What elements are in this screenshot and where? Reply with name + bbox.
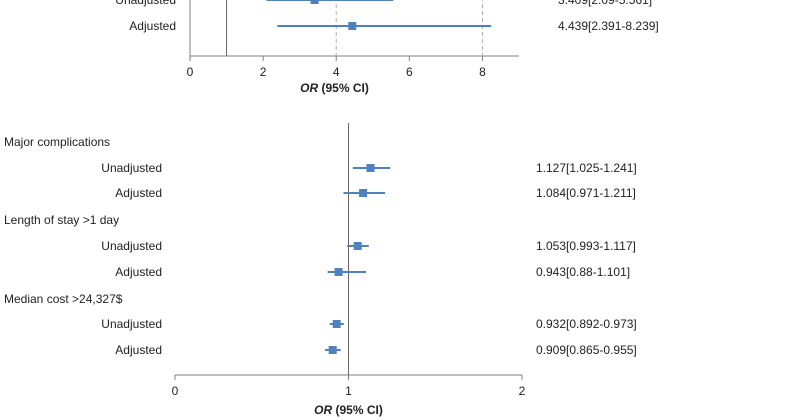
x-tick-label: 2 — [519, 384, 526, 398]
or-ci-value: 0.943[0.88-1.101] — [536, 265, 630, 279]
group-heading: Length of stay >1 day — [4, 213, 119, 227]
point-estimate-marker — [332, 320, 341, 328]
or-ci-value: 4.439[2.391-8.239] — [558, 19, 659, 33]
point-estimate-marker — [366, 164, 375, 172]
row-label: Unadjusted — [115, 0, 176, 7]
x-tick-label: 1 — [345, 384, 352, 398]
x-axis-label: OR (95% CI) — [314, 403, 383, 417]
point-estimate-marker — [328, 346, 337, 354]
x-tick-label: 0 — [172, 384, 179, 398]
group-heading: Major complications — [4, 135, 110, 149]
group-heading: Median cost >24,327$ — [4, 292, 123, 306]
or-ci-value: 1.127[1.025-1.241] — [536, 161, 637, 175]
x-tick-label: 4 — [333, 65, 340, 79]
point-estimate-marker — [310, 0, 319, 4]
forest-plot-top: 0 2 4 6 8 OR (95% CI) Unadjusted 3.409[2.09-5.5… — [115, 0, 659, 95]
row-label: Adjusted — [115, 343, 162, 357]
row-label: Adjusted — [115, 186, 162, 200]
x-tick-label: 2 — [260, 65, 267, 79]
or-ci-value: 0.909[0.865-0.955] — [536, 343, 637, 357]
point-estimate-marker — [359, 189, 368, 197]
row-label: Unadjusted — [101, 317, 162, 331]
x-tick-label: 6 — [406, 65, 413, 79]
row-label: Unadjusted — [101, 239, 162, 253]
or-ci-value: 3.409[2.09-5.561] — [558, 0, 652, 7]
point-estimate-marker — [353, 242, 362, 250]
point-estimate-marker — [348, 22, 357, 30]
row-label: Adjusted — [115, 265, 162, 279]
x-tick-label: 8 — [479, 65, 486, 79]
or-ci-value: 1.084[0.971-1.211] — [536, 186, 636, 200]
or-ci-value: 0.932[0.892-0.973] — [536, 317, 637, 331]
x-axis-label: OR (95% CI) — [300, 81, 369, 95]
forest-plot-bottom: 0 1 2 OR (95% CI) Major complications Length … — [4, 123, 637, 417]
point-estimate-marker — [334, 268, 343, 276]
row-label: Adjusted — [129, 19, 176, 33]
x-tick-label: 0 — [187, 65, 194, 79]
row-label: Unadjusted — [101, 161, 162, 175]
or-ci-value: 1.053[0.993-1.117] — [536, 239, 636, 253]
